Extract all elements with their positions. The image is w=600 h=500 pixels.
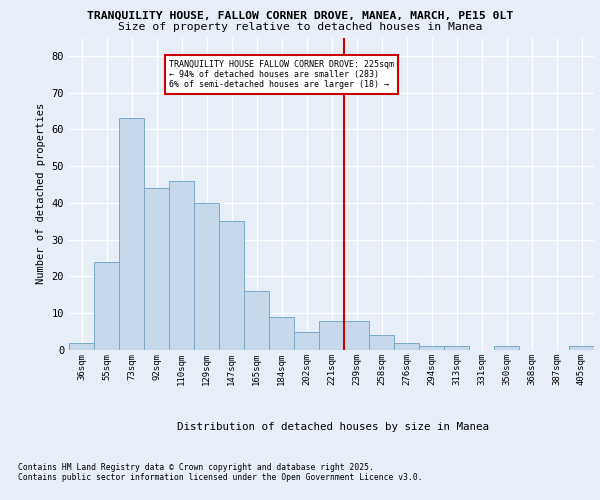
Text: TRANQUILITY HOUSE, FALLOW CORNER DROVE, MANEA, MARCH, PE15 0LT: TRANQUILITY HOUSE, FALLOW CORNER DROVE, …	[87, 11, 513, 21]
Bar	[194, 203, 219, 350]
Text: Contains HM Land Registry data © Crown copyright and database right 2025.: Contains HM Land Registry data © Crown c…	[18, 463, 374, 472]
Bar	[219, 222, 244, 350]
Bar	[444, 346, 469, 350]
Text: Size of property relative to detached houses in Manea: Size of property relative to detached ho…	[118, 22, 482, 32]
Bar	[244, 291, 269, 350]
Bar	[294, 332, 319, 350]
Bar	[319, 320, 344, 350]
Bar	[94, 262, 119, 350]
Bar	[419, 346, 444, 350]
Text: Contains public sector information licensed under the Open Government Licence v3: Contains public sector information licen…	[18, 473, 422, 482]
Bar	[69, 342, 94, 350]
Bar	[344, 320, 369, 350]
Bar	[169, 181, 194, 350]
Y-axis label: Number of detached properties: Number of detached properties	[36, 103, 46, 284]
Bar	[569, 346, 594, 350]
Bar	[269, 317, 294, 350]
Bar	[119, 118, 144, 350]
Text: Distribution of detached houses by size in Manea: Distribution of detached houses by size …	[177, 422, 489, 432]
Bar	[369, 336, 394, 350]
Text: TRANQUILITY HOUSE FALLOW CORNER DROVE: 225sqm
← 94% of detached houses are small: TRANQUILITY HOUSE FALLOW CORNER DROVE: 2…	[169, 60, 394, 90]
Bar	[394, 342, 419, 350]
Bar	[494, 346, 519, 350]
Bar	[144, 188, 169, 350]
